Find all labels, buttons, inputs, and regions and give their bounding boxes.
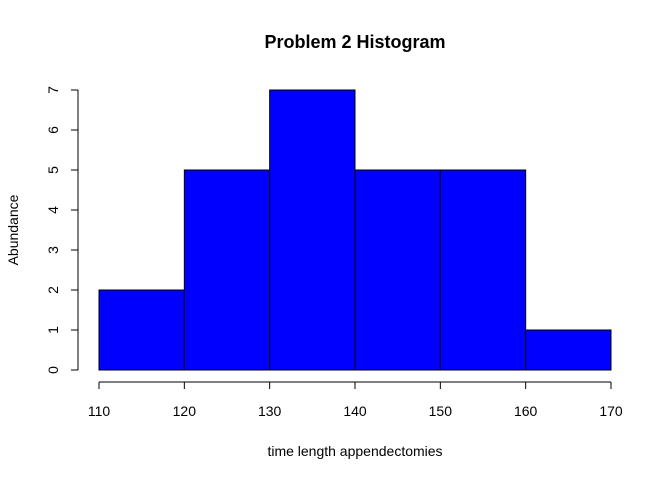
y-tick-label: 5 — [45, 166, 61, 174]
x-tick-label: 170 — [599, 403, 623, 419]
histogram-bar — [269, 89, 356, 371]
y-tick-label: 6 — [45, 126, 61, 134]
histogram-bar — [525, 329, 612, 371]
x-axis-label: time length appendectomies — [267, 443, 442, 459]
y-tick-label: 1 — [45, 326, 61, 334]
y-tick-label: 7 — [45, 86, 61, 94]
y-tick-label: 0 — [45, 366, 61, 374]
histogram-bar — [439, 169, 527, 371]
x-tick-label: 140 — [343, 403, 367, 419]
y-tick-label: 2 — [45, 286, 61, 294]
x-tick-label: 150 — [429, 403, 453, 419]
histogram-bar — [98, 289, 185, 371]
y-axis: 0 1 2 3 4 5 6 7 — [45, 86, 79, 374]
bars-group — [98, 89, 612, 371]
histogram-bar — [354, 169, 441, 371]
x-tick-label: 110 — [88, 403, 111, 419]
x-tick-label: 160 — [514, 403, 538, 419]
chart-title: Problem 2 Histogram — [264, 32, 445, 52]
x-axis: 110 120 130 140 150 160 170 — [88, 381, 623, 419]
y-axis-label: Abundance — [5, 194, 21, 265]
x-tick-label: 130 — [258, 403, 282, 419]
y-tick-label: 4 — [45, 206, 61, 214]
y-tick-label: 3 — [45, 246, 61, 254]
x-tick-label: 120 — [173, 403, 197, 419]
histogram-bar — [183, 169, 271, 371]
